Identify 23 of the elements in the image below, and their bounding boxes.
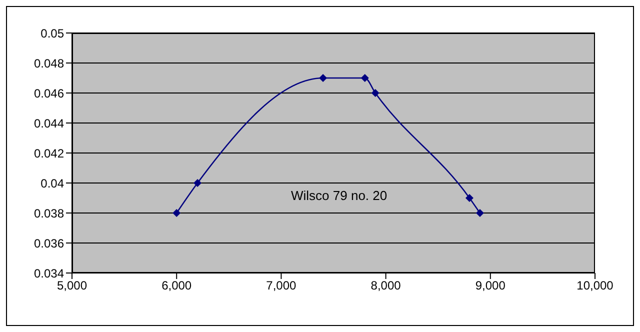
point	[360, 74, 369, 82]
y-tick-label: 0.04	[40, 176, 64, 190]
point	[371, 89, 380, 97]
y-tick-label: 0.046	[34, 86, 64, 100]
point	[476, 209, 484, 217]
y-tick-label: 0.044	[34, 116, 64, 130]
x-tick-label: 7,000	[266, 278, 297, 293]
x-tick-label: 8,000	[370, 278, 402, 293]
y-tick-label: 0.042	[34, 146, 64, 160]
annotation: Wilsco 79 no. 20	[291, 188, 388, 203]
x-tick-label: 10,000	[576, 278, 614, 293]
x-tick-label: 6,000	[162, 278, 192, 293]
y-tick-label: 0.048	[34, 56, 64, 70]
y-tick-label: 0.036	[34, 236, 64, 250]
point	[194, 179, 202, 187]
x-tick-label: 5,000	[56, 278, 88, 293]
y-tick-label: 0.034	[34, 266, 64, 280]
y-tick-label: 0.038	[34, 206, 64, 220]
y-tick-label: 0.05	[40, 26, 64, 40]
point	[172, 209, 181, 217]
point	[319, 74, 328, 82]
x-tick-label: 9,000	[475, 278, 506, 293]
point	[465, 194, 474, 202]
